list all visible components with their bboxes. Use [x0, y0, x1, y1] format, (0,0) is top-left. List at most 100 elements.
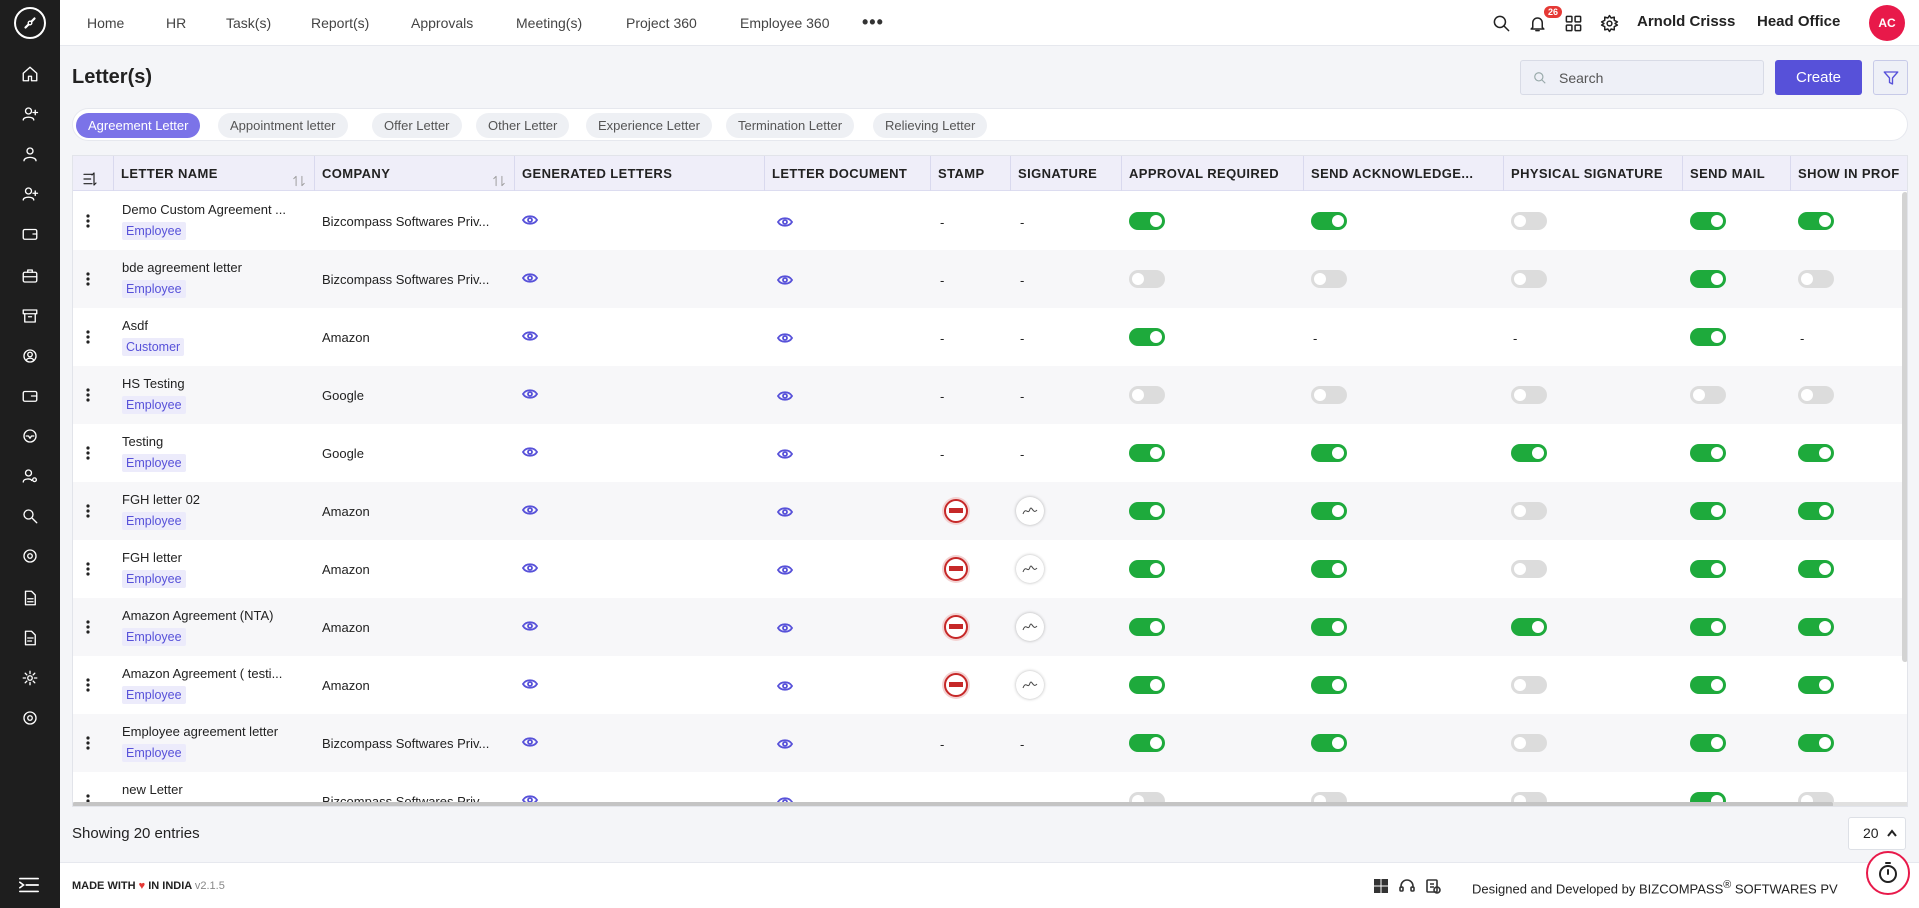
nav-employee-360[interactable]: Employee 360	[740, 15, 830, 31]
row-actions-icon[interactable]	[86, 736, 90, 750]
letter-name[interactable]: Asdf	[122, 318, 149, 333]
view-letter-document-icon[interactable]	[776, 505, 794, 517]
show-in-profile-toggle[interactable]	[1798, 212, 1834, 230]
search-field[interactable]	[1520, 60, 1764, 95]
approval-required-toggle[interactable]	[1129, 676, 1165, 694]
task-list-icon[interactable]	[1425, 878, 1441, 894]
search-icon[interactable]	[1490, 12, 1512, 34]
timer-button[interactable]	[1866, 851, 1910, 895]
approval-required-toggle[interactable]	[1129, 444, 1165, 462]
show-in-profile-toggle[interactable]	[1798, 386, 1834, 404]
nav-project-360[interactable]: Project 360	[626, 15, 697, 31]
send-acknowledgement-toggle[interactable]	[1311, 502, 1347, 520]
view-generated-letters-icon[interactable]	[521, 677, 539, 689]
letter-name[interactable]: FGH letter	[122, 550, 182, 565]
physical-signature-toggle[interactable]	[1511, 560, 1547, 578]
archive-icon[interactable]	[20, 306, 40, 326]
column-settings-icon[interactable]	[82, 165, 98, 186]
apps-grid-icon[interactable]	[1562, 12, 1584, 34]
physical-signature-toggle[interactable]	[1511, 386, 1547, 404]
user-plus-icon[interactable]	[20, 184, 40, 204]
send-acknowledgement-toggle[interactable]	[1311, 676, 1347, 694]
user-name[interactable]: Arnold Crisss	[1637, 13, 1736, 30]
user-icon[interactable]	[20, 144, 40, 164]
send-mail-toggle[interactable]	[1690, 444, 1726, 462]
row-actions-icon[interactable]	[86, 214, 90, 228]
sidebar-toggle-icon[interactable]	[18, 876, 42, 896]
view-letter-document-icon[interactable]	[776, 389, 794, 401]
physical-signature-toggle[interactable]	[1511, 502, 1547, 520]
signature-thumbnail[interactable]	[1016, 555, 1044, 583]
send-mail-toggle[interactable]	[1690, 734, 1726, 752]
stamp-thumbnail[interactable]	[944, 615, 968, 639]
show-in-profile-toggle[interactable]	[1798, 618, 1834, 636]
horizontal-scrollbar[interactable]	[73, 802, 1833, 806]
view-generated-letters-icon[interactable]	[521, 329, 539, 341]
file-icon[interactable]	[20, 628, 40, 648]
gear-icon[interactable]	[1598, 12, 1620, 34]
view-letter-document-icon[interactable]	[776, 215, 794, 227]
view-letter-document-icon[interactable]	[776, 563, 794, 575]
show-in-profile-toggle[interactable]	[1798, 734, 1834, 752]
table-row[interactable]: FGH letter 02 Employee Amazon	[73, 482, 1907, 540]
user-settings-icon[interactable]	[20, 466, 40, 486]
tab-agreement-letter[interactable]: Agreement Letter	[76, 113, 201, 138]
table-row[interactable]: Amazon Agreement ( testi... Employee Amazo…	[73, 656, 1907, 714]
view-letter-document-icon[interactable]	[776, 273, 794, 285]
show-in-profile-toggle[interactable]	[1798, 560, 1834, 578]
vertical-scrollbar[interactable]	[1902, 192, 1907, 662]
send-acknowledgement-toggle[interactable]	[1311, 734, 1347, 752]
stamp-thumbnail[interactable]	[944, 499, 968, 523]
briefcase-icon[interactable]	[20, 266, 40, 286]
help-icon[interactable]	[20, 708, 40, 728]
payment-icon[interactable]	[20, 386, 40, 406]
physical-signature-toggle[interactable]	[1511, 676, 1547, 694]
row-actions-icon[interactable]	[86, 388, 90, 402]
letter-name[interactable]: Testing	[122, 434, 164, 449]
physical-signature-toggle[interactable]	[1511, 444, 1547, 462]
view-generated-letters-icon[interactable]	[521, 387, 539, 399]
view-generated-letters-icon[interactable]	[521, 445, 539, 457]
notification-bell-icon[interactable]	[1526, 12, 1548, 34]
headset-icon[interactable]	[1399, 878, 1415, 894]
letter-name[interactable]: Employee agreement letter	[122, 724, 279, 739]
header-letter-name[interactable]: LETTER NAME	[114, 156, 315, 191]
physical-signature-toggle[interactable]	[1511, 618, 1547, 636]
view-letter-document-icon[interactable]	[776, 679, 794, 691]
table-row[interactable]: FGH letter Employee Amazon	[73, 540, 1907, 598]
table-row[interactable]: Demo Custom Agreement ... Employee Bizcomp…	[73, 192, 1907, 250]
letter-name[interactable]: Demo Custom Agreement ...	[122, 202, 287, 217]
team-icon[interactable]	[20, 346, 40, 366]
tab-appointment-letter[interactable]: Appointment letter	[218, 113, 348, 138]
send-mail-toggle[interactable]	[1690, 676, 1726, 694]
signature-thumbnail[interactable]	[1016, 671, 1044, 699]
create-button[interactable]: Create	[1775, 60, 1862, 95]
approval-required-toggle[interactable]	[1129, 386, 1165, 404]
app-logo-icon[interactable]	[14, 7, 46, 39]
approval-required-toggle[interactable]	[1129, 212, 1165, 230]
search-input[interactable]	[1559, 68, 1755, 88]
show-in-profile-toggle[interactable]	[1798, 444, 1834, 462]
send-acknowledgement-toggle[interactable]	[1311, 560, 1347, 578]
send-mail-toggle[interactable]	[1690, 386, 1726, 404]
signature-thumbnail[interactable]	[1016, 613, 1044, 641]
letter-name[interactable]: new Letter	[122, 782, 183, 797]
show-in-profile-toggle[interactable]	[1798, 676, 1834, 694]
sort-icon[interactable]	[292, 166, 306, 187]
filter-button[interactable]	[1873, 60, 1908, 95]
signature-thumbnail[interactable]	[1016, 497, 1044, 525]
send-mail-toggle[interactable]	[1690, 560, 1726, 578]
avatar[interactable]: AC	[1869, 5, 1905, 41]
approval-required-toggle[interactable]	[1129, 502, 1165, 520]
approval-required-toggle[interactable]	[1129, 328, 1165, 346]
nav-home[interactable]: Home	[87, 15, 125, 31]
tab-experience-letter[interactable]: Experience Letter	[586, 113, 712, 138]
send-mail-toggle[interactable]	[1690, 212, 1726, 230]
table-row[interactable]: Amazon Agreement (NTA) Employee Amazon	[73, 598, 1907, 656]
table-row[interactable]: Employee agreement letter Employee Bizcomp…	[73, 714, 1907, 772]
nav-hr[interactable]: HR	[166, 15, 187, 31]
column-settings-cell[interactable]	[73, 156, 114, 191]
row-actions-icon[interactable]	[86, 504, 90, 518]
stamp-thumbnail[interactable]	[944, 673, 968, 697]
windows-icon[interactable]	[1373, 878, 1389, 894]
